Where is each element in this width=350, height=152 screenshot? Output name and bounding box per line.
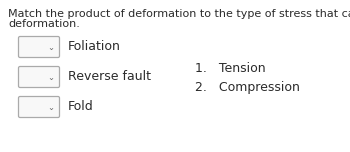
Text: deformation.: deformation. <box>8 19 80 29</box>
Text: Match the product of deformation to the type of stress that can cause the: Match the product of deformation to the … <box>8 9 350 19</box>
Text: Fold: Fold <box>68 100 94 114</box>
Text: 2.   Compression: 2. Compression <box>195 81 300 93</box>
Text: Foliation: Foliation <box>68 40 121 54</box>
FancyBboxPatch shape <box>19 67 60 88</box>
FancyBboxPatch shape <box>19 97 60 117</box>
Text: ⌄: ⌄ <box>48 43 55 52</box>
FancyBboxPatch shape <box>19 36 60 57</box>
Text: ⌄: ⌄ <box>48 102 55 112</box>
Text: Reverse fault: Reverse fault <box>68 71 151 83</box>
Text: ⌄: ⌄ <box>48 73 55 81</box>
Text: 1.   Tension: 1. Tension <box>195 62 266 76</box>
